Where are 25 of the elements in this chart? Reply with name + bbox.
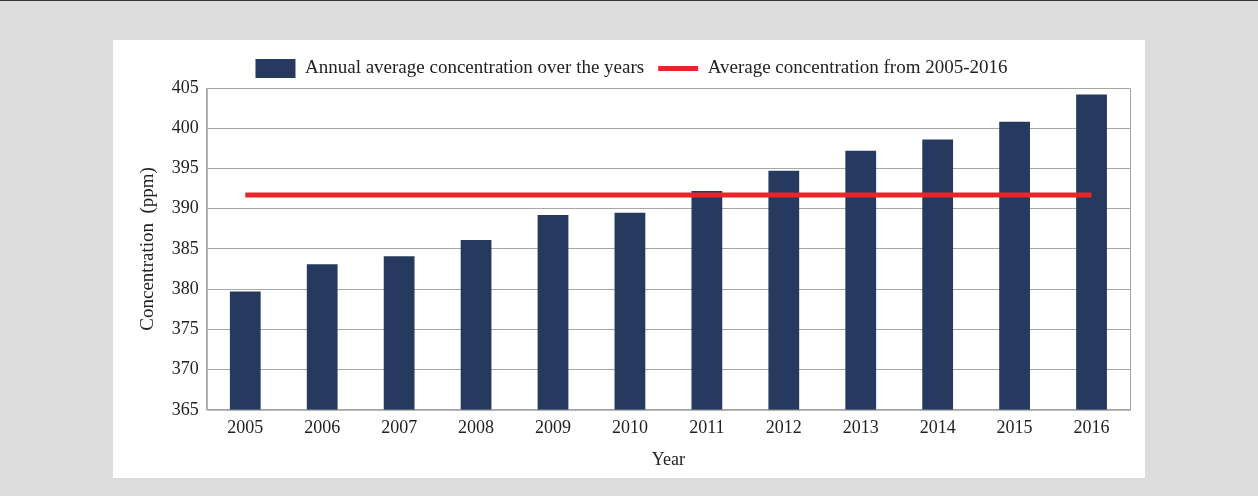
y-tick-label: 400 [171,116,199,137]
x-tick-label: 2007 [381,417,418,438]
y-tick-label: 385 [171,237,199,258]
x-tick-label: 2012 [765,417,802,438]
x-tick-label: 2013 [842,417,879,438]
x-tick-label: 2015 [996,417,1033,438]
y-tick-label: 380 [171,277,199,298]
y-tick-label: 365 [171,398,199,419]
y-tick-label: 405 [171,76,199,97]
y-tick-label: 375 [171,318,199,339]
legend-label: Average concentration from 2005-2016 [707,56,1008,78]
x-tick-label: 2009 [535,417,571,438]
x-tick-label: 2006 [304,417,341,438]
y-tick-label: 395 [171,157,199,178]
legend-label: Annual average concentration over the years [304,56,645,78]
x-tick-label: 2010 [611,417,648,438]
x-tick-label: 2016 [1073,417,1110,438]
y-axis-title: Concentration (ppm) [136,167,159,331]
y-tick-label: 390 [171,197,199,218]
x-tick-label: 2014 [919,417,956,438]
y-tick-label: 370 [171,358,199,379]
x-tick-label: 2008 [458,417,495,438]
x-tick-label: 2005 [227,417,264,438]
x-axis-title: Year [651,448,685,469]
x-tick-label: 2011 [689,417,725,438]
